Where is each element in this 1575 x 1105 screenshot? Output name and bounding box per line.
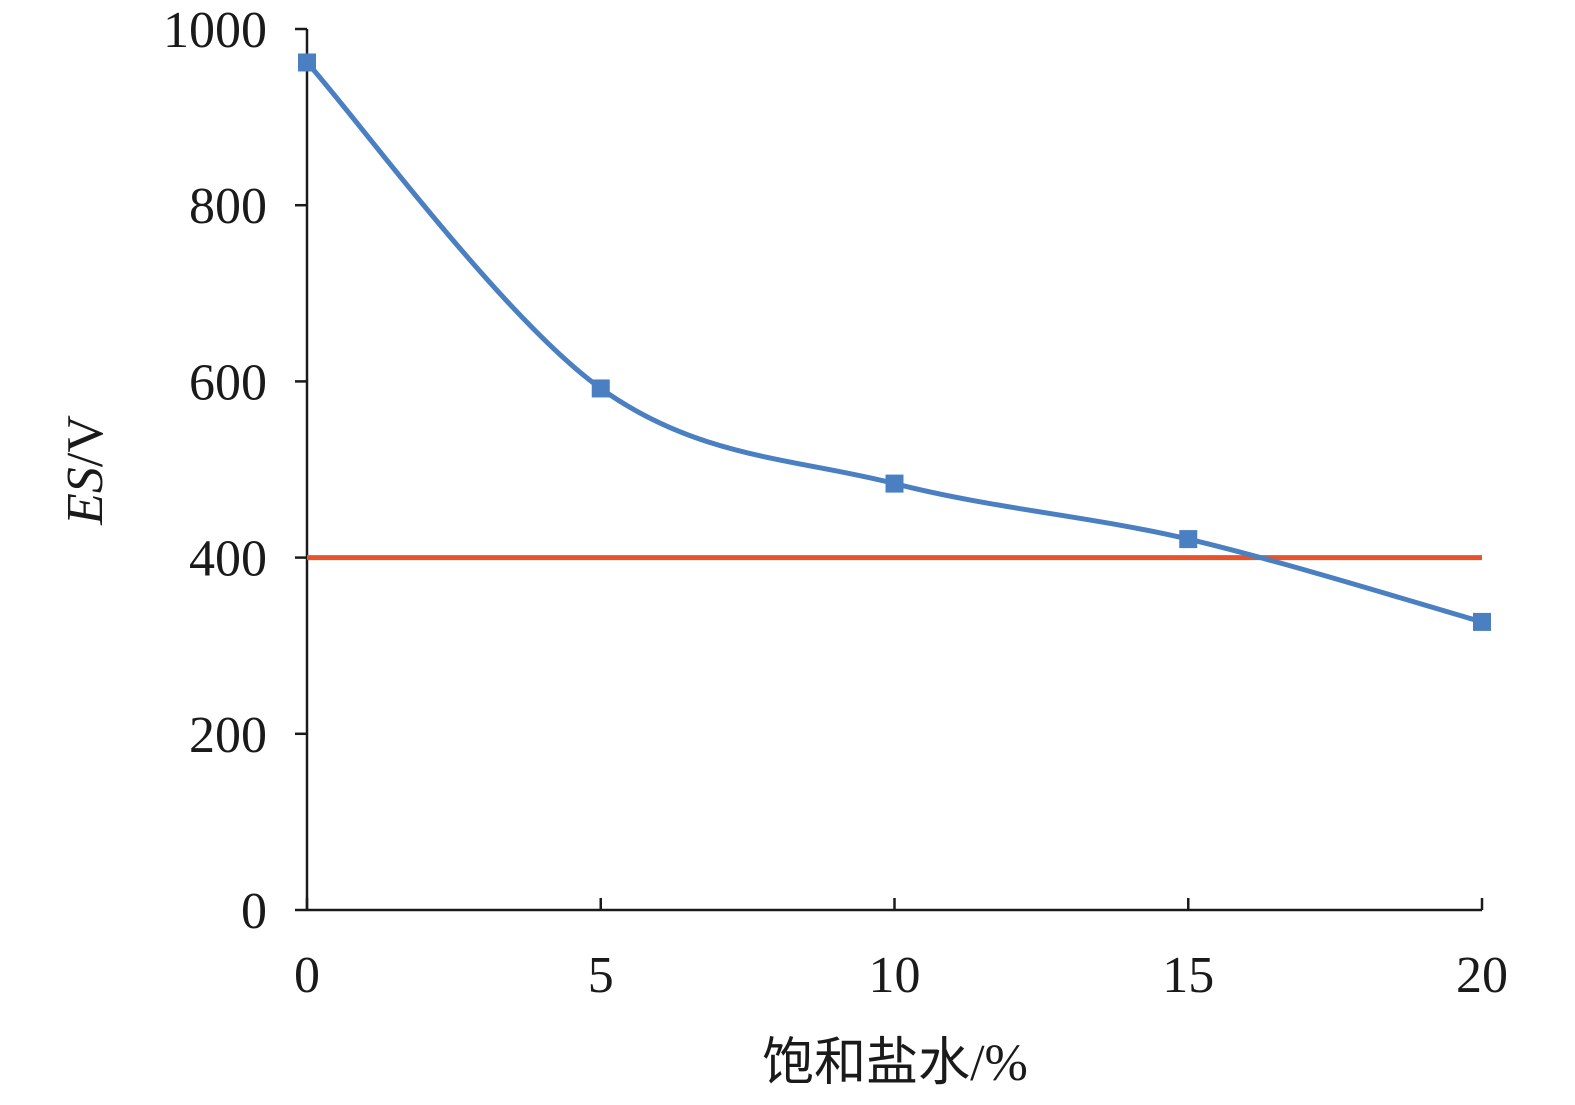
axes: 0 200 400 600 800 1000 0 5 10 15 20 (163, 2, 1508, 1004)
y-tick-label: 0 (241, 883, 267, 940)
data-point (1179, 530, 1198, 549)
y-axis-title-main: ES (57, 467, 114, 526)
data-point (885, 474, 904, 493)
axis-titles: 饱和盐水/% ES/V (57, 415, 1028, 1092)
data-point (1473, 612, 1491, 631)
y-tick-label: 800 (189, 178, 267, 235)
x-tick-label: 15 (1162, 947, 1214, 1004)
x-tick-label: 0 (294, 947, 320, 1004)
y-tick-label: 1000 (163, 2, 267, 59)
data-point (591, 379, 610, 398)
x-tick-label: 5 (588, 947, 614, 1004)
x-tick-label: 20 (1456, 947, 1508, 1004)
series-line (304, 59, 1485, 625)
y-tick-label: 400 (189, 531, 267, 588)
x-tick-label: 10 (869, 947, 921, 1004)
y-axis-title-unit: /V (57, 415, 114, 467)
y-axis-title: ES/V (57, 415, 114, 526)
y-tick-label: 200 (189, 707, 267, 764)
y-tick-label: 600 (189, 354, 267, 411)
data-point (298, 53, 316, 72)
x-axis-title: 饱和盐水/% (762, 1035, 1028, 1092)
series-group (298, 53, 1491, 631)
